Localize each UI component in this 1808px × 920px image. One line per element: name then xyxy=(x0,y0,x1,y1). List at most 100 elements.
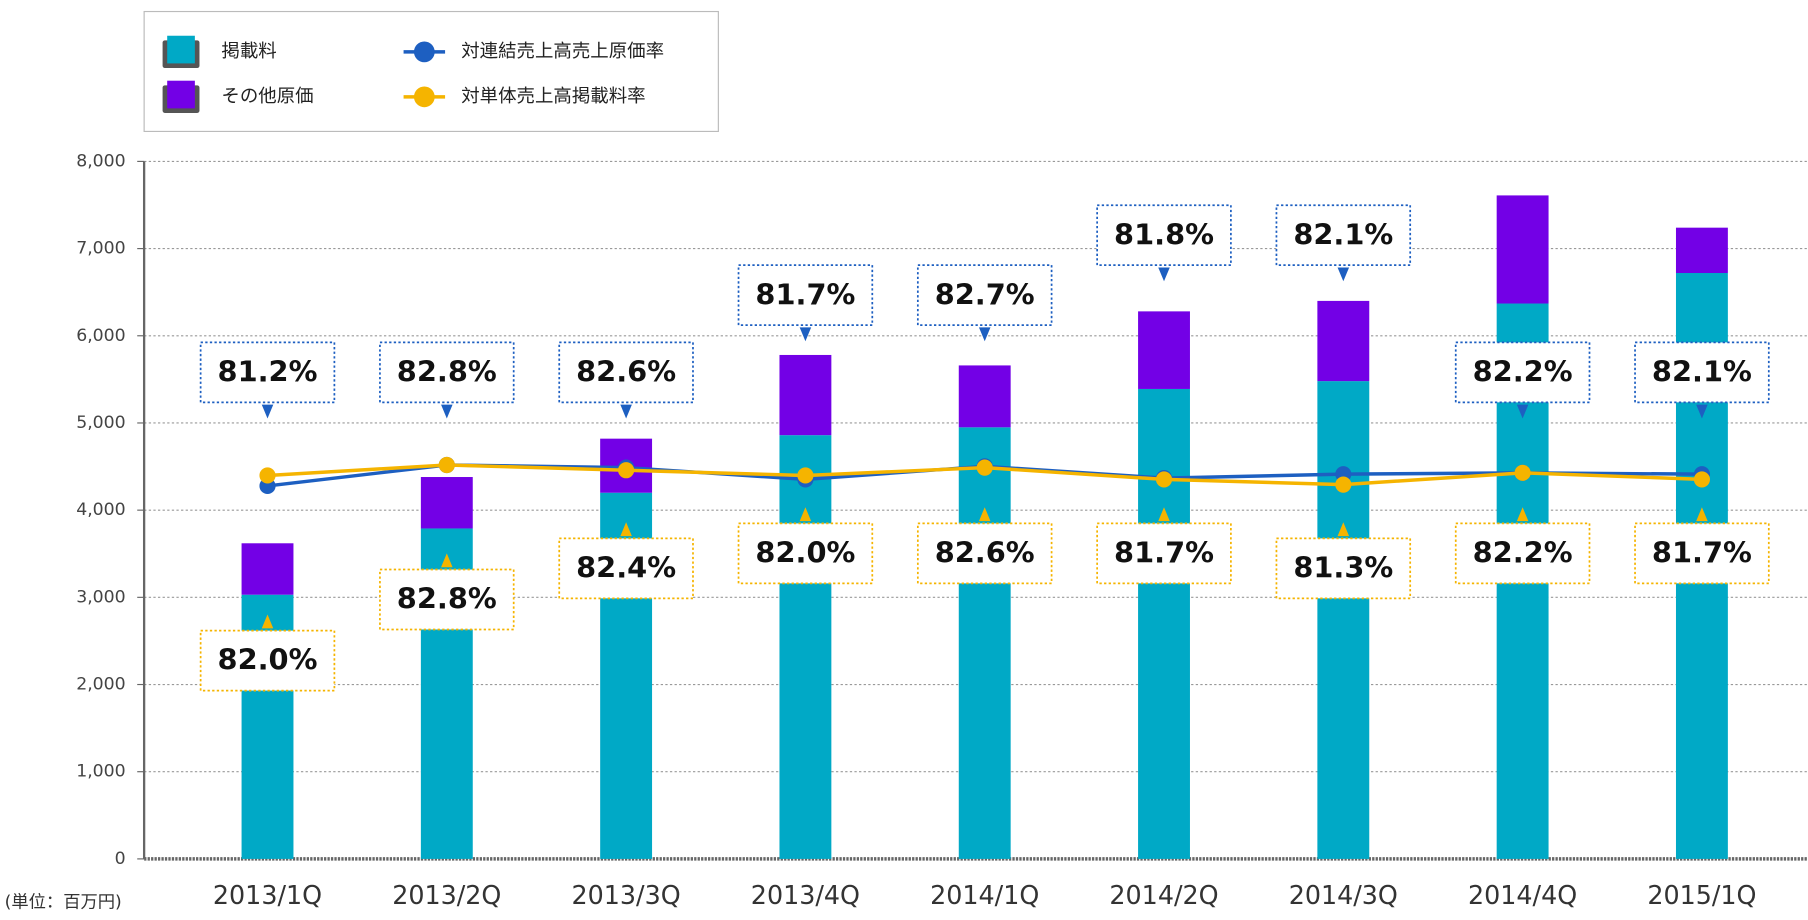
bar-segment xyxy=(1138,388,1190,859)
label-pointer xyxy=(1337,522,1350,537)
label-box xyxy=(737,522,874,585)
label-pointer xyxy=(441,553,453,568)
label-pointer xyxy=(799,507,812,522)
legend-swatch xyxy=(167,35,195,64)
data-label: 82.1% xyxy=(1652,355,1752,389)
data-label: 82.6% xyxy=(935,536,1035,570)
bar-segment xyxy=(420,477,473,529)
data-label: 82.2% xyxy=(1473,355,1573,389)
line-point xyxy=(976,459,993,476)
x-tick-label: 2014/3Q xyxy=(1289,880,1398,910)
bar-segment xyxy=(1317,300,1370,382)
data-label: 82.1% xyxy=(1293,217,1393,251)
bar-segment xyxy=(958,365,1011,428)
legend-marker xyxy=(413,41,435,63)
y-tick-label: 2,000 xyxy=(76,675,125,695)
label-pointer xyxy=(261,404,274,419)
data-label: 81.2% xyxy=(218,355,318,389)
y-tick-label: 6,000 xyxy=(76,326,125,346)
y-tick-label: 5,000 xyxy=(76,413,125,433)
bar-segment xyxy=(958,427,1011,859)
data-label: 82.6% xyxy=(576,355,676,389)
x-tick-label: 2014/1Q xyxy=(930,880,1039,910)
line-point xyxy=(1335,476,1352,493)
y-tick-label: 7,000 xyxy=(76,239,125,259)
bar-segment xyxy=(779,354,832,436)
label-pointer xyxy=(1158,507,1170,522)
x-tick-label: 2013/1Q xyxy=(213,880,322,910)
data-label: 82.8% xyxy=(397,582,497,616)
data-label: 81.8% xyxy=(1114,217,1214,251)
bar-segment xyxy=(1317,381,1370,859)
bar-segment xyxy=(1138,311,1190,389)
label-pointer xyxy=(1696,404,1708,419)
unit-label: (単位：百万円) xyxy=(5,893,122,913)
label-box xyxy=(558,537,694,600)
x-tick-label: 2013/3Q xyxy=(572,880,681,910)
label-pointer xyxy=(261,614,274,629)
label-box xyxy=(199,341,336,404)
label-box xyxy=(1634,341,1770,404)
data-label: 81.7% xyxy=(755,277,855,311)
label-box xyxy=(1275,537,1412,600)
data-label: 82.8% xyxy=(397,355,497,389)
label-pointer xyxy=(978,507,991,522)
label-box xyxy=(1454,522,1591,585)
label-box xyxy=(916,522,1053,585)
data-label: 82.0% xyxy=(755,536,855,570)
label-pointer xyxy=(799,327,812,342)
bar-segment xyxy=(779,435,832,859)
bar-segment xyxy=(1496,195,1549,304)
label-pointer xyxy=(978,327,991,342)
label-box xyxy=(1096,204,1232,267)
bar-segment xyxy=(241,543,294,595)
legend-label: 対単体売上高掲載料率 xyxy=(461,86,645,107)
line-point xyxy=(1514,464,1531,481)
line-point xyxy=(1693,471,1710,488)
label-pointer xyxy=(441,404,453,419)
data-label: 82.2% xyxy=(1473,536,1573,570)
line-point xyxy=(438,456,455,474)
legend-swatch xyxy=(167,80,195,109)
y-tick-label: 0 xyxy=(115,849,126,869)
y-tick-label: 4,000 xyxy=(76,500,125,520)
label-box xyxy=(1096,522,1232,585)
data-label: 82.7% xyxy=(935,277,1035,311)
label-pointer xyxy=(620,522,632,537)
legend-box xyxy=(143,10,719,133)
line-point xyxy=(1155,471,1173,488)
data-label: 81.7% xyxy=(1652,536,1752,570)
label-box xyxy=(379,341,515,404)
label-box xyxy=(916,264,1053,326)
label-box xyxy=(379,568,515,631)
x-tick-label: 2013/4Q xyxy=(751,880,860,910)
label-pointer xyxy=(1158,267,1170,282)
x-tick-label: 2013/2Q xyxy=(392,880,501,910)
label-box xyxy=(1454,341,1591,404)
label-box xyxy=(1275,204,1412,267)
label-pointer xyxy=(1696,507,1708,522)
bar-segment xyxy=(1675,227,1728,274)
y-tick-label: 8,000 xyxy=(76,151,125,171)
data-label: 82.4% xyxy=(576,551,676,585)
line-point xyxy=(618,462,635,479)
x-tick-label: 2014/4Q xyxy=(1468,880,1577,910)
label-box xyxy=(558,341,694,404)
y-tick-label: 3,000 xyxy=(76,587,125,607)
label-box xyxy=(1634,522,1770,585)
x-tick-label: 2015/1Q xyxy=(1647,880,1756,910)
data-label: 81.7% xyxy=(1114,536,1214,570)
x-tick-label: 2014/2Q xyxy=(1109,880,1218,910)
legend-label: 対連結売上高売上原価率 xyxy=(461,41,664,62)
label-pointer xyxy=(1516,404,1529,419)
legend-marker xyxy=(413,86,435,108)
line-point xyxy=(797,467,814,484)
data-label: 82.0% xyxy=(218,643,318,677)
label-pointer xyxy=(1337,267,1350,282)
legend-label: 掲載料 xyxy=(221,41,276,62)
label-pointer xyxy=(620,404,632,419)
label-pointer xyxy=(1516,507,1529,522)
line-point xyxy=(259,467,276,484)
